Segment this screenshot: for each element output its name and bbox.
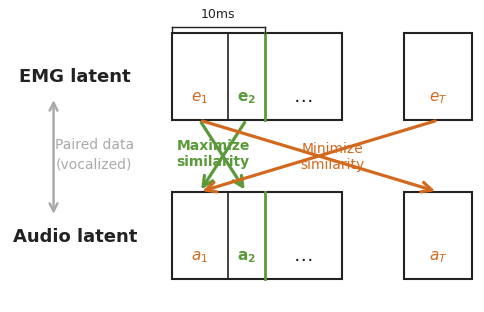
Bar (404, 192, 472, 280)
Bar (172, 32, 342, 120)
Bar (172, 192, 342, 280)
Text: …: … (293, 246, 313, 265)
Text: EMG latent: EMG latent (19, 68, 131, 86)
Text: Audio latent: Audio latent (13, 228, 137, 246)
Text: $e_1$: $e_1$ (191, 90, 208, 106)
Text: Minimize
similarity: Minimize similarity (300, 142, 364, 172)
Text: $a_1$: $a_1$ (191, 250, 208, 266)
Text: $a_T$: $a_T$ (428, 250, 447, 266)
Text: Maximize
similarity: Maximize similarity (177, 139, 250, 169)
Text: …: … (293, 87, 313, 106)
Text: $\mathbf{e_2}$: $\mathbf{e_2}$ (237, 90, 256, 106)
Text: Paired data
(vocalized): Paired data (vocalized) (55, 138, 134, 172)
Bar (404, 32, 472, 120)
Text: $e_T$: $e_T$ (428, 90, 447, 106)
Text: $\mathbf{a_2}$: $\mathbf{a_2}$ (237, 250, 256, 266)
Text: 10ms: 10ms (201, 8, 235, 21)
